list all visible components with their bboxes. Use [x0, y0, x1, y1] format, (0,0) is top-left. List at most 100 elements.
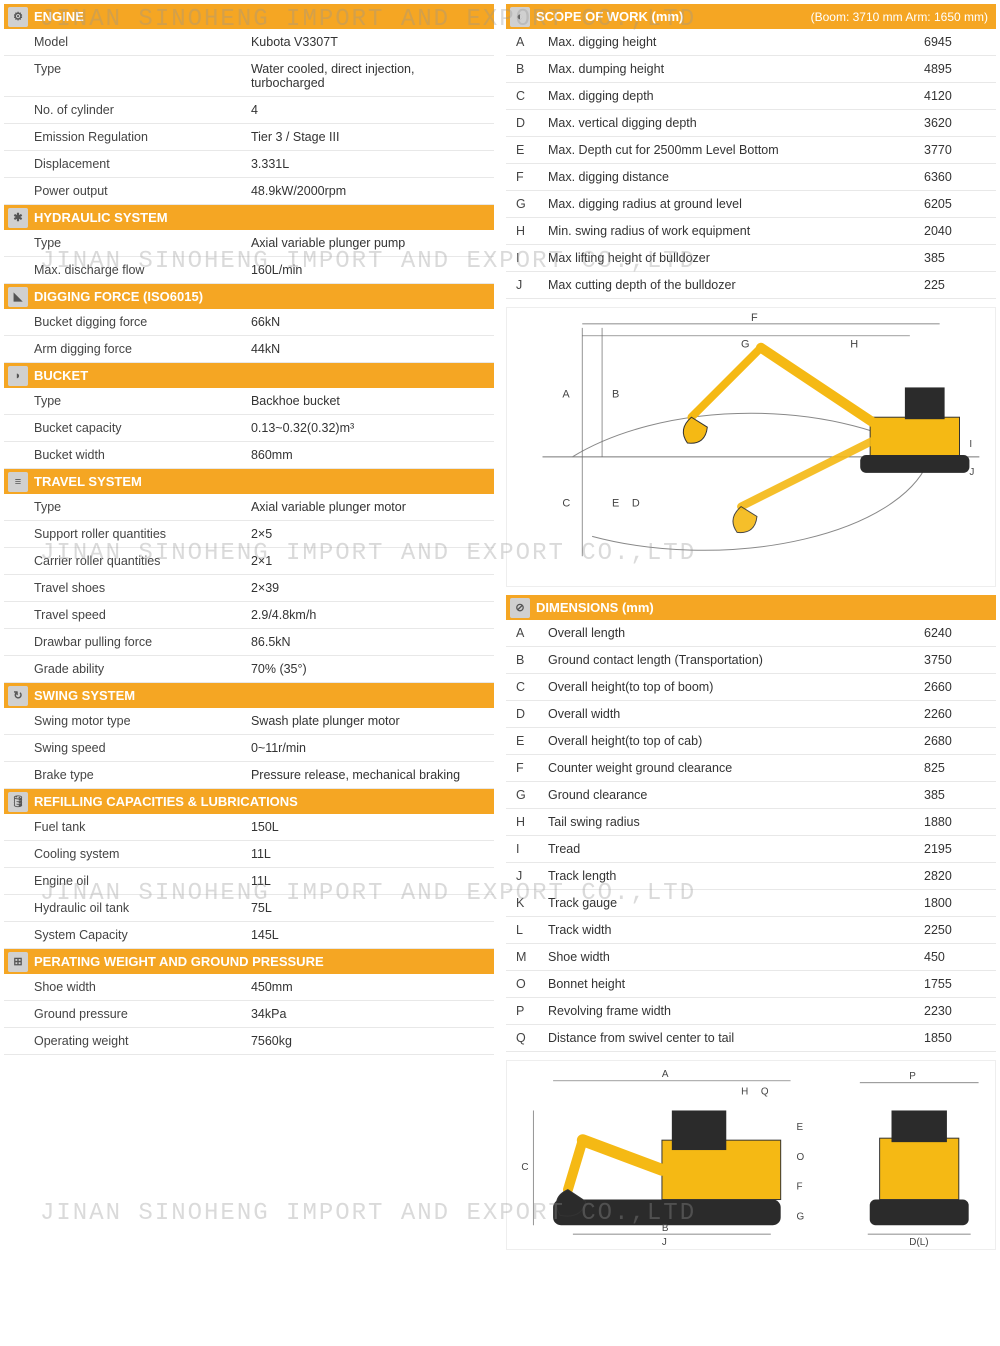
scope-sub: (Boom: 3710 mm Arm: 1650 mm): [811, 10, 988, 24]
dim-value: 825: [924, 761, 988, 775]
section-title: BUCKET: [34, 368, 88, 383]
spec-value: Kubota V3307T: [251, 35, 486, 49]
dimension-row: GGround clearance385: [506, 782, 996, 809]
dim-label: Overall width: [548, 707, 924, 721]
spec-value: 34kPa: [251, 1007, 486, 1021]
svg-text:P: P: [909, 1071, 916, 1082]
dim-code: J: [516, 869, 548, 883]
spec-value: 7560kg: [251, 1034, 486, 1048]
dim-label: Distance from swivel center to tail: [548, 1031, 924, 1045]
dimension-row: PRevolving frame width2230: [506, 998, 996, 1025]
dim-code: B: [516, 62, 548, 76]
svg-text:C: C: [562, 498, 570, 510]
spec-value: 44kN: [251, 342, 486, 356]
dimensions-header: ⊘ DIMENSIONS (mm): [506, 595, 996, 620]
svg-text:O: O: [797, 1152, 805, 1163]
dim-code: J: [516, 278, 548, 292]
svg-text:E: E: [797, 1122, 804, 1133]
scope-row: HMin. swing radius of work equipment2040: [506, 218, 996, 245]
spec-value: 11L: [251, 874, 486, 888]
side-rear-svg: A J B C E O F G H Q: [507, 1061, 995, 1249]
spec-row: Engine oil11L: [4, 868, 494, 895]
dimension-row: FCounter weight ground clearance825: [506, 755, 996, 782]
dim-label: Overall height(to top of boom): [548, 680, 924, 694]
section-icon: ↻: [8, 686, 28, 706]
spec-row: Travel speed2.9/4.8km/h: [4, 602, 494, 629]
dim-code: I: [516, 251, 548, 265]
dim-code: C: [516, 680, 548, 694]
section-title: ENGINE: [34, 9, 84, 24]
svg-text:E: E: [612, 498, 619, 510]
dim-code: E: [516, 143, 548, 157]
section-header: 🛢 REFILLING CAPACITIES & LUBRICATIONS: [4, 789, 494, 814]
spec-value: 2×5: [251, 527, 486, 541]
spec-label: Travel speed: [34, 608, 251, 622]
dim-code: Q: [516, 1031, 548, 1045]
dim-code: O: [516, 977, 548, 991]
spec-label: Cooling system: [34, 847, 251, 861]
spec-value: Axial variable plunger pump: [251, 236, 486, 250]
scope-row: DMax. vertical digging depth3620: [506, 110, 996, 137]
spec-row: TypeWater cooled, direct injection, turb…: [4, 56, 494, 97]
section-title: SWING SYSTEM: [34, 688, 135, 703]
dim-code: A: [516, 626, 548, 640]
spec-row: Power output48.9kW/2000rpm: [4, 178, 494, 205]
section-icon: ✱: [8, 208, 28, 228]
dim-label: Tail swing radius: [548, 815, 924, 829]
rear-view: P D(L): [860, 1071, 979, 1248]
spec-row: Operating weight7560kg: [4, 1028, 494, 1055]
spec-label: Type: [34, 394, 251, 408]
dim-label: Overall length: [548, 626, 924, 640]
dim-code: P: [516, 1004, 548, 1018]
dim-code: F: [516, 761, 548, 775]
spec-value: 2.9/4.8km/h: [251, 608, 486, 622]
spec-value: Backhoe bucket: [251, 394, 486, 408]
right-column: ◐ SCOPE OF WORK (mm) (Boom: 3710 mm Arm:…: [506, 4, 996, 1258]
dim-code: L: [516, 923, 548, 937]
dim-code: D: [516, 707, 548, 721]
spec-label: Drawbar pulling force: [34, 635, 251, 649]
section-header: ◣DIGGING FORCE (ISO6015): [4, 284, 494, 309]
dim-code: E: [516, 734, 548, 748]
section-title: REFILLING CAPACITIES & LUBRICATIONS: [34, 794, 298, 809]
dim-label: Max. digging depth: [548, 89, 924, 103]
spec-label: Type: [34, 236, 251, 250]
svg-text:C: C: [521, 1162, 528, 1173]
dimension-row: ITread2195: [506, 836, 996, 863]
spec-value: 0.13~0.32(0.32)m³: [251, 421, 486, 435]
spec-row: Travel shoes2×39: [4, 575, 494, 602]
dim-value: 2680: [924, 734, 988, 748]
dim-label: Min. swing radius of work equipment: [548, 224, 924, 238]
spec-value: 66kN: [251, 315, 486, 329]
section-icon: ◗: [8, 366, 28, 386]
svg-text:H: H: [741, 1087, 748, 1098]
scope-of-work-header: ◐ SCOPE OF WORK (mm) (Boom: 3710 mm Arm:…: [506, 4, 996, 29]
dim-value: 2230: [924, 1004, 988, 1018]
spec-row: Swing speed0~11r/min: [4, 735, 494, 762]
dimension-row: EOverall height(to top of cab)2680: [506, 728, 996, 755]
spec-value: 70% (35°): [251, 662, 486, 676]
section-icon: ◣: [8, 287, 28, 307]
section-icon: ⚙: [8, 7, 28, 27]
svg-text:J: J: [969, 467, 974, 478]
dimension-rows: AOverall length6240BGround contact lengt…: [506, 620, 996, 1052]
dim-code: B: [516, 653, 548, 667]
dim-value: 2660: [924, 680, 988, 694]
svg-text:F: F: [797, 1182, 803, 1193]
spec-row: ModelKubota V3307T: [4, 29, 494, 56]
dimension-row: QDistance from swivel center to tail1850: [506, 1025, 996, 1052]
spec-value: 4: [251, 103, 486, 117]
dim-code: C: [516, 89, 548, 103]
section-icon: 🛢: [8, 792, 28, 812]
spec-value: 860mm: [251, 448, 486, 462]
dim-label: Tread: [548, 842, 924, 856]
dim-value: 6360: [924, 170, 988, 184]
spec-row: Hydraulic oil tank75L: [4, 895, 494, 922]
spec-label: Brake type: [34, 768, 251, 782]
spec-label: Grade ability: [34, 662, 251, 676]
dim-value: 6945: [924, 35, 988, 49]
dim-code: A: [516, 35, 548, 49]
dimensions-icon: ⊘: [510, 598, 530, 618]
svg-text:A: A: [562, 388, 570, 400]
spec-label: Displacement: [34, 157, 251, 171]
